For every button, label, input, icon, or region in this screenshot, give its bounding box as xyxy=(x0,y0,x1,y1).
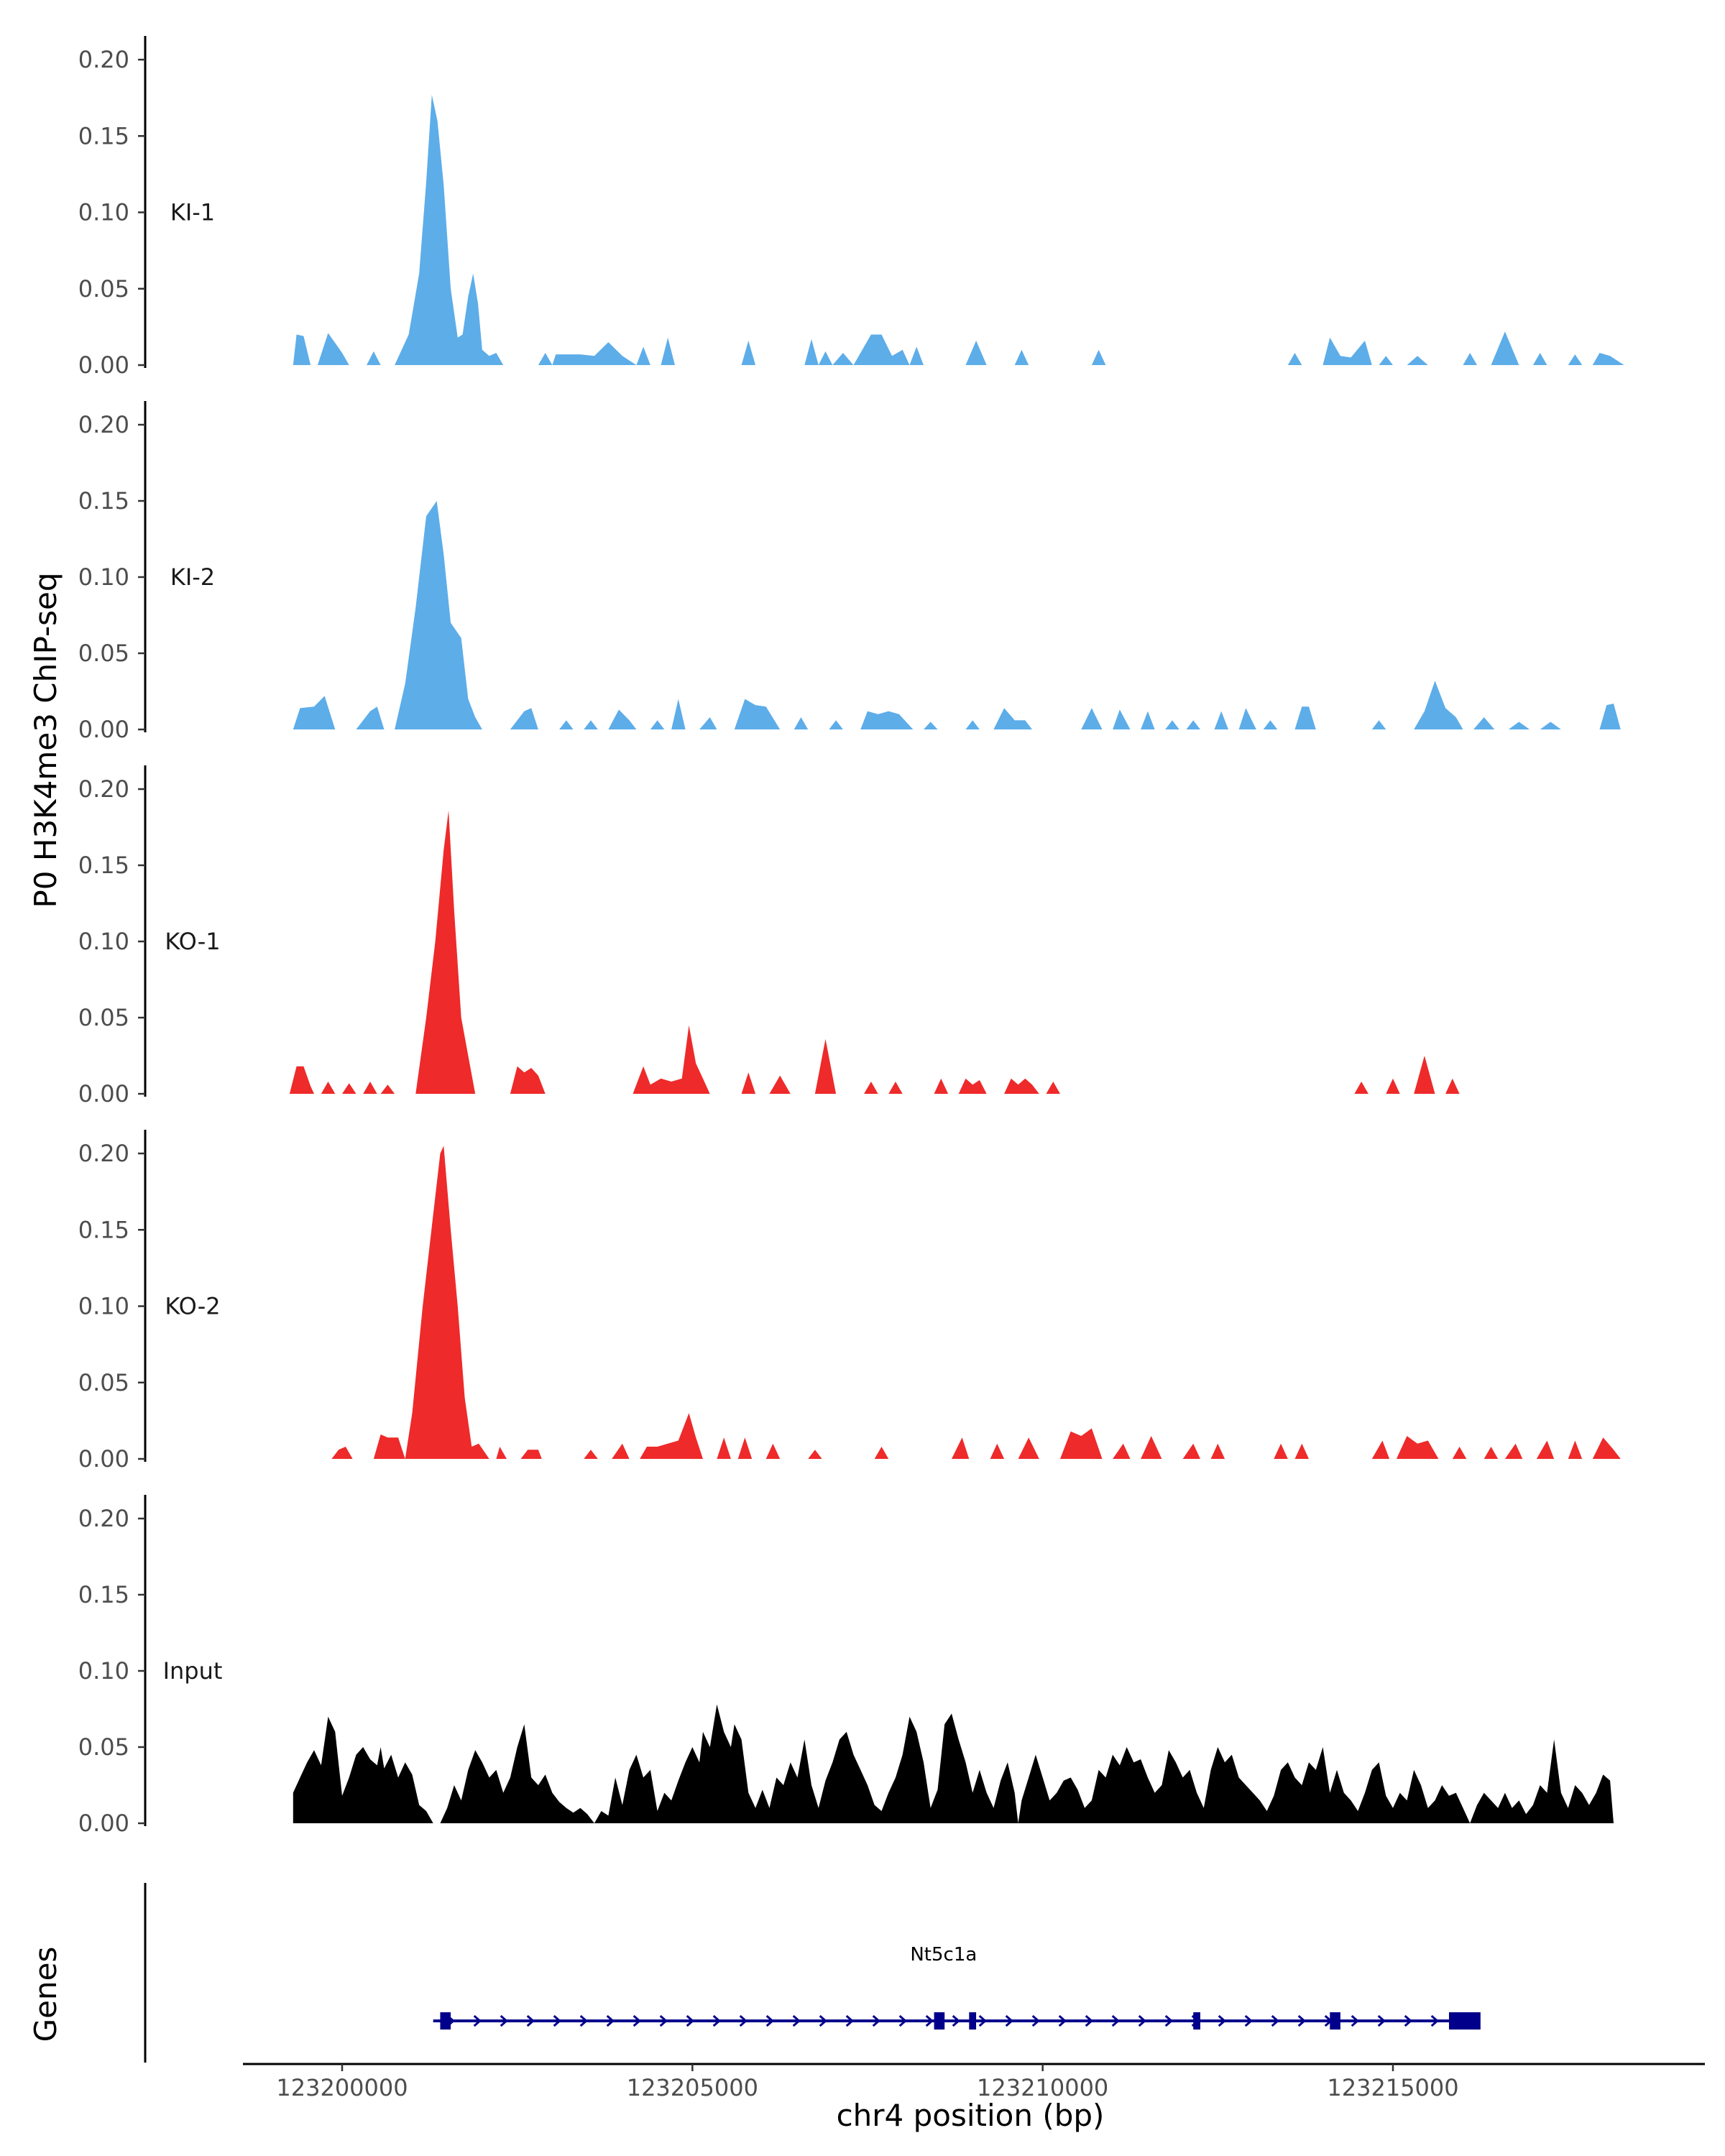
strand-arrow xyxy=(978,2014,987,2027)
strand-arrow xyxy=(686,2014,694,2027)
track-panel-ki-1: 0.00 0.05 0.10 0.15 0.20 KI-1 xyxy=(78,36,1624,379)
genes-axis-title: Genes xyxy=(28,1947,63,2042)
exon-block xyxy=(1193,2012,1200,2030)
tracks-layer: 0.00 0.05 0.10 0.15 0.20 KI-1 0.00 0.05 0.10 0.15… xyxy=(78,36,1624,1837)
strand-arrow xyxy=(500,2014,508,2027)
y-tick-label: 0.15 xyxy=(78,1581,129,1608)
strand-arrow xyxy=(1005,2014,1013,2027)
strand-arrow xyxy=(872,2014,880,2027)
y-tick-label: 0.20 xyxy=(78,775,129,803)
exon-block xyxy=(1448,2012,1481,2030)
y-tick-label: 0.05 xyxy=(78,1733,129,1761)
track-panel-ko-2: 0.00 0.05 0.10 0.15 0.20 KO-2 xyxy=(78,1130,1621,1473)
strand-arrow xyxy=(1058,2014,1067,2027)
x-tick-label: 123210000 xyxy=(977,2074,1108,2101)
strand-arrow xyxy=(526,2014,535,2027)
strand-arrow xyxy=(1031,2014,1040,2027)
y-tick-label: 0.10 xyxy=(78,928,129,955)
y-tick-label: 0.20 xyxy=(78,1505,129,1532)
y-tick-label: 0.10 xyxy=(78,563,129,591)
strand-arrow xyxy=(1351,2014,1359,2027)
x-tick-label: 123205000 xyxy=(627,2074,758,2101)
coverage-area-ki-1 xyxy=(293,94,1624,365)
strand-arrow xyxy=(1244,2014,1253,2027)
exon-block xyxy=(1330,2012,1340,2030)
y-tick-label: 0.05 xyxy=(78,275,129,303)
y-tick-label: 0.00 xyxy=(78,351,129,379)
strand-arrow xyxy=(606,2014,615,2027)
x-tick-label: 123200000 xyxy=(276,2074,408,2101)
strand-arrow xyxy=(898,2014,907,2027)
y-axis-title: P0 H3K4me3 ChIP-seq xyxy=(28,572,63,908)
y-tick-label: 0.00 xyxy=(78,716,129,743)
strand-arrow xyxy=(1138,2014,1146,2027)
strand-arrow xyxy=(659,2014,668,2027)
coverage-area-input xyxy=(293,1704,1614,1823)
y-tick-label: 0.00 xyxy=(78,1080,129,1107)
strand-arrow xyxy=(765,2014,774,2027)
strand-arrow xyxy=(1377,2014,1386,2027)
strand-arrow xyxy=(1218,2014,1226,2027)
y-tick-label: 0.10 xyxy=(78,199,129,226)
strand-arrow xyxy=(952,2014,960,2027)
y-tick-label: 0.05 xyxy=(78,640,129,667)
strand-arrow xyxy=(845,2014,854,2027)
coverage-area-ki-2 xyxy=(293,501,1621,729)
x-axis: 123200000 123205000 123210000 123215000 xyxy=(243,2063,1705,2101)
strand-arrow xyxy=(473,2014,482,2027)
strand-arrow xyxy=(1085,2014,1093,2027)
y-tick-label: 0.15 xyxy=(78,122,129,149)
y-tick-label: 0.20 xyxy=(78,411,129,438)
y-tick-label: 0.05 xyxy=(78,1369,129,1396)
strand-arrow xyxy=(1430,2014,1439,2027)
track-panel-input: 0.00 0.05 0.10 0.15 0.20 Input xyxy=(78,1495,1614,1837)
y-tick-label: 0.10 xyxy=(78,1293,129,1320)
track-label-ko-2: KO-2 xyxy=(165,1293,220,1320)
y-tick-label: 0.00 xyxy=(78,1810,129,1837)
y-tick-label: 0.10 xyxy=(78,1657,129,1685)
coverage-area-ko-2 xyxy=(331,1146,1621,1459)
gene-panel: Nt5c1a xyxy=(144,1883,1481,2063)
strand-arrow xyxy=(792,2014,801,2027)
exon-block xyxy=(934,2012,945,2030)
strand-arrow xyxy=(1111,2014,1120,2027)
y-tick-label: 0.15 xyxy=(78,852,129,879)
track-panel-ko-1: 0.00 0.05 0.10 0.15 0.20 KO-1 xyxy=(78,765,1460,1107)
y-tick-label: 0.20 xyxy=(78,46,129,73)
strand-arrow xyxy=(712,2014,721,2027)
strand-arrow xyxy=(1404,2014,1412,2027)
track-panel-ki-2: 0.00 0.05 0.10 0.15 0.20 KI-2 xyxy=(78,401,1621,743)
y-tick-label: 0.00 xyxy=(78,1445,129,1473)
strand-arrow xyxy=(1164,2014,1173,2027)
track-label-ko-1: KO-1 xyxy=(165,928,220,955)
y-tick-label: 0.15 xyxy=(78,1216,129,1243)
x-tick-label: 123215000 xyxy=(1327,2074,1458,2101)
exon-block xyxy=(969,2012,977,2030)
track-label-ki-1: KI-1 xyxy=(170,199,215,226)
y-tick-label: 0.15 xyxy=(78,487,129,515)
y-tick-label: 0.20 xyxy=(78,1140,129,1167)
y-tick-label: 0.05 xyxy=(78,1004,129,1031)
strand-arrow xyxy=(553,2014,561,2027)
strand-arrow xyxy=(1271,2014,1279,2027)
strand-arrow xyxy=(925,2014,934,2027)
strand-arrow xyxy=(819,2014,827,2027)
strand-arrow xyxy=(632,2014,641,2027)
strand-arrow xyxy=(579,2014,588,2027)
exon-block xyxy=(440,2012,451,2030)
coverage-area-ko-1 xyxy=(289,810,1460,1094)
x-axis-title: chr4 position (bp) xyxy=(837,2098,1105,2133)
track-label-ki-2: KI-2 xyxy=(170,563,215,591)
strand-arrow xyxy=(1297,2014,1306,2027)
strand-arrow xyxy=(739,2014,748,2027)
track-label-input: Input xyxy=(163,1657,223,1685)
gene-name-label: Nt5c1a xyxy=(910,1944,977,1966)
